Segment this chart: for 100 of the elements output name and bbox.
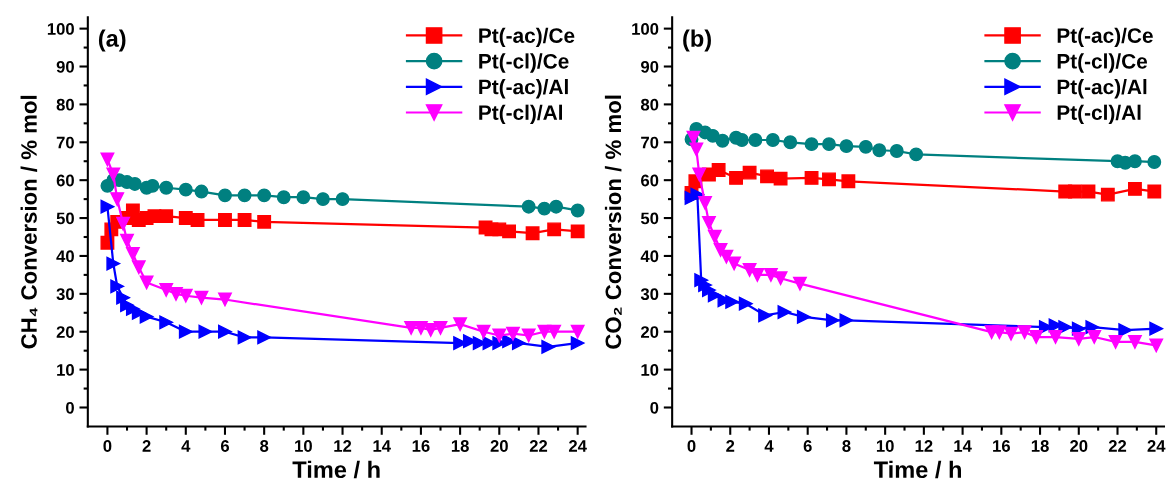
point [748,133,763,147]
x-tick-label: 22 [529,440,548,452]
x-tick-label: 18 [451,440,469,452]
annotation: (b) [683,29,711,52]
y-tick-label: 80 [56,98,74,111]
point [734,133,749,147]
point [218,292,232,307]
point [476,324,491,339]
point [841,174,856,189]
x-tick-label: 2 [142,440,151,452]
y-tick-label: 90 [641,60,659,73]
point [218,213,232,227]
point [570,324,585,339]
point [131,260,146,275]
point [804,137,819,152]
y-tick-label: 20 [641,326,659,338]
point [237,188,252,203]
point [758,308,773,323]
point [521,199,536,214]
legend-label: Pt(-cl)/Ce [1057,53,1148,73]
point [783,135,798,150]
point [1118,323,1133,338]
x-tick-label: 12 [334,440,352,452]
y-axis-title: CO₂ Conversion / % mol [604,95,622,349]
point [689,142,704,157]
point [110,279,125,294]
point [1147,184,1162,199]
point [159,283,174,297]
point [889,144,904,158]
point [502,224,517,239]
x-tick-label: 4 [181,440,191,452]
y-tick-label: 70 [641,136,659,149]
point [549,199,564,214]
y-tick-label: 90 [56,60,74,73]
legend-label: Pt(-cl)/Al [1057,104,1141,125]
point [257,214,272,229]
x-tick-label: 14 [954,440,972,452]
point [178,288,193,303]
point [159,315,174,330]
x-tick-label: 14 [373,440,391,452]
x-tick-label: 8 [842,440,851,452]
point [750,267,765,282]
point [541,339,556,354]
point [707,229,722,244]
point [506,326,520,341]
point [1108,335,1123,349]
y-tick-label: 0 [650,401,659,414]
point [872,143,887,158]
y-tick-label: 30 [640,288,659,301]
x-axis-title: Time / h [292,460,380,479]
legend-label: Pt(-ac)/Ce [479,27,575,48]
x-tick-label: 6 [803,440,812,452]
x-tick-label: 4 [764,440,774,452]
point [537,201,552,216]
point [316,192,330,207]
point [178,211,193,226]
point [335,192,350,207]
x-tick-label: 12 [915,440,933,452]
point [729,170,743,185]
y-tick-label: 10 [57,364,74,376]
y-tick-label: 50 [640,212,659,225]
point [1100,187,1115,202]
y-tick-label: 40 [56,250,74,263]
point [1127,335,1142,349]
legend-label: Pt(-ac)/Ce [1057,27,1153,48]
point [804,170,819,185]
point [492,328,507,343]
x-tick-label: 20 [490,440,508,452]
point [570,203,585,218]
y-axis-title: CH₄ Conversion / % mol [20,95,38,349]
y-tick-label: 40 [640,250,659,263]
point [727,256,742,271]
legend-label: Pt(-cl)/Ce [479,53,569,73]
point [839,313,854,328]
point [125,247,140,261]
point [692,167,707,182]
point [1029,330,1044,344]
point [1004,326,1018,341]
y-tick-label: 30 [56,288,74,301]
point [511,336,526,351]
point [276,190,291,205]
point [453,317,468,332]
point [100,152,115,167]
legend-label: Pt(-cl)/Al [479,104,563,125]
point [570,336,585,351]
point [110,192,125,207]
point [194,290,209,305]
point [858,139,873,154]
point [106,167,121,182]
point [521,328,536,343]
point [237,213,252,227]
point [218,324,232,339]
point [773,171,788,186]
point [1147,155,1162,169]
point [793,276,807,291]
x-tick-label: 0 [103,440,112,452]
point [433,320,448,335]
x-axis-title: Time / h [873,460,961,479]
annotation: (a) [98,29,126,52]
point [178,182,193,197]
